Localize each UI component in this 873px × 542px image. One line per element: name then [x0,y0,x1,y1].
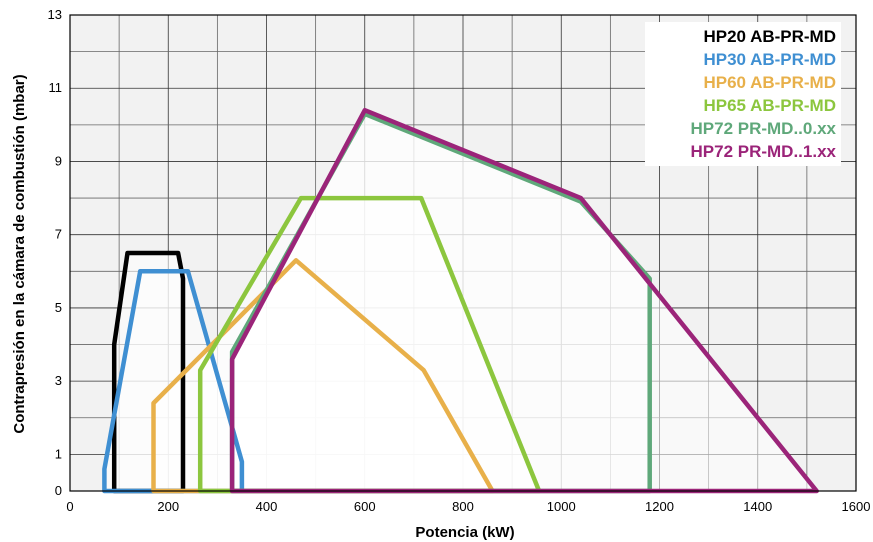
y-tick-label: 9 [55,153,62,168]
y-axis-title: Contrapresión en la cámara de combustión… [11,74,28,433]
legend-entry: HP65 AB-PR-MD [703,96,836,115]
legend-entry: HP72 PR-MD..0.xx [691,119,837,138]
legend-entry: HP72 PR-MD..1.xx [691,142,837,161]
series-area-5 [232,110,817,491]
legend: HP20 AB-PR-MD HP30 AB-PR-MD HP60 AB-PR-MD H… [691,27,837,161]
x-tick-label: 0 [66,499,73,514]
y-tick-label: 1 [55,446,62,461]
x-tick-label: 400 [256,499,278,514]
x-tick-label: 1000 [547,499,576,514]
legend-entry: HP20 AB-PR-MD [703,27,836,46]
y-tick-label: 13 [48,7,62,22]
y-tick-label: 11 [49,80,63,95]
y-tick-label: 5 [55,300,62,315]
y-tick-label: 3 [55,373,62,388]
x-tick-label: 200 [157,499,179,514]
x-tick-labels: 0 200 400 600 800 1000 1200 1400 1600 [66,499,870,514]
x-tick-label: 800 [452,499,474,514]
legend-entry: HP60 AB-PR-MD [703,73,836,92]
x-tick-label: 1200 [645,499,674,514]
x-tick-label: 600 [354,499,376,514]
y-tick-label: 0 [55,483,62,498]
x-axis-title: Potencia (kW) [415,524,514,541]
x-tick-label: 1600 [842,499,871,514]
legend-box [645,22,841,166]
series-areas [104,110,817,492]
y-tick-label: 7 [55,227,62,242]
plot-frame [69,14,857,492]
legend-entry: HP30 AB-PR-MD [703,50,836,69]
x-tick-label: 1400 [743,499,772,514]
